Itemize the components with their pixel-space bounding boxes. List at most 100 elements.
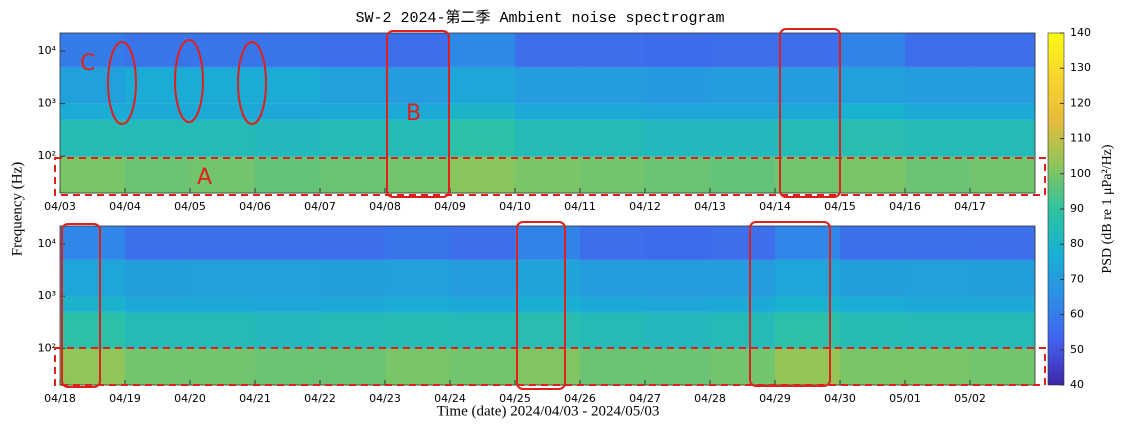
heatmap-cell xyxy=(190,33,256,68)
x-tick-label: 04/25 xyxy=(499,392,531,405)
x-tick-label: 04/20 xyxy=(174,392,206,405)
heatmap-cell xyxy=(385,226,451,261)
colorbar-tick-label: 120 xyxy=(1070,96,1091,109)
heatmap-cell xyxy=(255,311,321,349)
heatmap-cell xyxy=(450,311,516,349)
heatmap-cell xyxy=(710,103,776,120)
heatmap-cell xyxy=(515,119,581,157)
x-tick-label: 04/18 xyxy=(44,392,76,405)
heatmap-cell xyxy=(450,33,516,68)
heatmap-cell xyxy=(190,311,256,349)
x-axis-label: Time (date) 2024/04/03 - 2024/05/03 xyxy=(437,403,660,419)
x-tick-label: 04/30 xyxy=(824,392,856,405)
colorbar-tick-label: 140 xyxy=(1070,26,1091,39)
y-axis-label: Frequency (Hz) xyxy=(9,162,25,257)
heatmap-cell xyxy=(190,226,256,261)
annotation-shapes xyxy=(54,28,1046,390)
heatmap-cell xyxy=(645,259,711,297)
x-tick-label: 04/09 xyxy=(434,200,466,213)
heatmap-cell xyxy=(385,119,451,157)
heatmap-cell xyxy=(970,296,1036,313)
colorbar-tick-label: 70 xyxy=(1070,272,1084,285)
heatmap-cell xyxy=(320,259,386,297)
heatmap-cell xyxy=(190,156,256,194)
heatmap-cell xyxy=(450,259,516,297)
heatmap-cell xyxy=(450,119,516,157)
heatmap-cell xyxy=(385,296,451,313)
heatmap-cell xyxy=(970,259,1036,297)
x-tick-label: 04/19 xyxy=(109,392,141,405)
x-tick-label: 04/26 xyxy=(564,392,596,405)
heatmap-cell xyxy=(255,296,321,313)
x-tick-label: 04/06 xyxy=(239,200,271,213)
heatmap-cell xyxy=(840,33,906,68)
heatmap-cell xyxy=(970,156,1036,194)
heatmap-cell xyxy=(385,103,451,120)
colorbar-label: PSD (dB re 1 μPa²/Hz) xyxy=(1100,144,1115,273)
heatmap-cell xyxy=(645,311,711,349)
heatmap-cell xyxy=(970,311,1036,349)
x-tick-label: 04/28 xyxy=(694,392,726,405)
heatmap-cell xyxy=(905,311,971,349)
x-tick-label: 04/16 xyxy=(889,200,921,213)
heatmap-cell xyxy=(970,66,1036,105)
heatmap-cell xyxy=(645,348,711,386)
heatmap-cell xyxy=(515,103,581,120)
y-tick-label: 10³ xyxy=(38,289,56,302)
y-tick-label: 10⁴ xyxy=(38,44,57,57)
heatmap-cell xyxy=(970,33,1036,68)
heatmap-cell xyxy=(320,66,386,105)
heatmap-cell xyxy=(840,156,906,194)
heatmap-cell xyxy=(450,103,516,120)
heatmap-cell xyxy=(60,226,126,261)
heatmap-cell xyxy=(840,103,906,120)
heatmap-cell xyxy=(320,348,386,386)
heatmap-cell xyxy=(710,156,776,194)
colorbar-tick-label: 110 xyxy=(1070,132,1091,145)
heatmap-cell xyxy=(385,259,451,297)
heatmap-cell xyxy=(645,296,711,313)
colorbar-tick-label: 40 xyxy=(1070,378,1084,391)
heatmap-cell xyxy=(970,103,1036,120)
heatmap-cell xyxy=(905,348,971,386)
heatmap-cell xyxy=(190,119,256,157)
x-tick-label: 04/17 xyxy=(954,200,986,213)
heatmap-cell xyxy=(515,296,581,313)
heatmap-cell xyxy=(450,296,516,313)
x-tick-label: 04/07 xyxy=(304,200,336,213)
heatmap-cell xyxy=(385,66,451,105)
heatmap-cell xyxy=(645,103,711,120)
heatmap-cell xyxy=(125,156,191,194)
heatmap-cell xyxy=(320,156,386,194)
heatmap-cell xyxy=(905,259,971,297)
heatmap-cell xyxy=(840,226,906,261)
heatmap-cell xyxy=(125,119,191,157)
heatmap-cell xyxy=(905,66,971,105)
heatmap-cell xyxy=(255,33,321,68)
heatmap-cell xyxy=(905,156,971,194)
heatmap-cell xyxy=(385,33,451,68)
heatmap-cell xyxy=(60,156,126,194)
heatmap-cell xyxy=(320,311,386,349)
annotation-label: B xyxy=(406,101,421,126)
heatmap-cell xyxy=(710,66,776,105)
heatmap-cell xyxy=(840,259,906,297)
annotation-ellipse xyxy=(237,41,267,125)
heatmap-cell xyxy=(645,119,711,157)
x-tick-label: 04/13 xyxy=(694,200,726,213)
heatmap-cell xyxy=(580,226,646,261)
heatmap-cell xyxy=(970,119,1036,157)
x-tick-label: 04/04 xyxy=(109,200,141,213)
heatmap-cell xyxy=(905,226,971,261)
heatmap-cell xyxy=(320,226,386,261)
heatmap-cell xyxy=(60,348,126,386)
heatmap-cell xyxy=(125,296,191,313)
heatmap-cell xyxy=(255,348,321,386)
heatmap-cell xyxy=(775,33,841,68)
heatmap-cell xyxy=(515,311,581,349)
heatmap-cell xyxy=(710,119,776,157)
heatmap-cell xyxy=(190,66,256,105)
heatmap-cell xyxy=(385,348,451,386)
heatmap-cell xyxy=(320,33,386,68)
